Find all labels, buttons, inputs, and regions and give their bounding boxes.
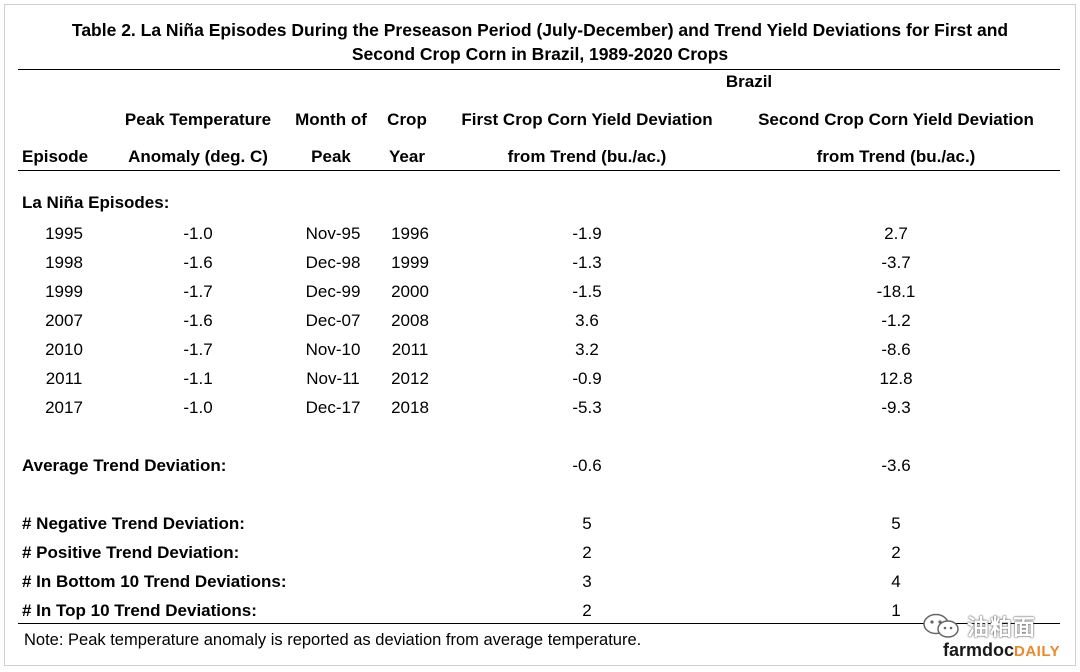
- cell-month: Dec-98: [305, 253, 361, 272]
- cell-second-deviation: -9.3: [881, 398, 911, 417]
- cell-second-deviation: -1.2: [881, 311, 911, 330]
- farmdoc-logo: farmdocDAILY: [943, 640, 1060, 661]
- summary-second: 2: [891, 543, 901, 562]
- logo-part-2: DAILY: [1014, 643, 1061, 660]
- header-second-crop-line2: from Trend (bu./ac.): [816, 147, 976, 166]
- cell-year: 2008: [391, 311, 429, 330]
- cell-episode: 2011: [45, 369, 83, 388]
- summary-second: 1: [891, 601, 901, 620]
- summary-first: 2: [582, 543, 592, 562]
- cell-anomaly: -1.6: [183, 253, 213, 272]
- header-month-line2: Peak: [311, 147, 351, 166]
- header-crop-year-line1: Crop: [387, 110, 427, 129]
- cell-year: 1999: [391, 253, 429, 272]
- cell-month: Nov-11: [306, 369, 360, 388]
- summary-label: # In Bottom 10 Trend Deviations:: [22, 572, 287, 591]
- cell-anomaly: -1.0: [183, 398, 213, 417]
- watermark: 油粕面: [921, 610, 1036, 642]
- cell-anomaly: -1.0: [183, 224, 213, 243]
- header-month-line1: Month of: [295, 110, 367, 129]
- cell-episode: 2017: [45, 398, 83, 417]
- table-title: Table 2. La Niña Episodes During the Pre…: [0, 18, 1080, 66]
- cell-first-deviation: 3.6: [575, 311, 599, 330]
- summary-label: # Negative Trend Deviation:: [22, 514, 245, 533]
- cell-first-deviation: -1.9: [572, 224, 602, 243]
- average-first: -0.6: [572, 456, 602, 475]
- cell-second-deviation: 2.7: [884, 224, 908, 243]
- header-first-crop-line1: First Crop Corn Yield Deviation: [461, 110, 713, 129]
- table-note: Note: Peak temperature anomaly is report…: [24, 631, 642, 649]
- cell-second-deviation: -18.1: [876, 282, 916, 301]
- title-line-1: Table 2. La Niña Episodes During the Pre…: [71, 20, 1009, 40]
- cell-first-deviation: -5.3: [572, 398, 602, 417]
- title-line-2: Second Crop Corn in Brazil, 1989-2020 Cr…: [351, 44, 729, 64]
- average-label: Average Trend Deviation:: [22, 456, 227, 475]
- cell-first-deviation: -1.3: [572, 253, 602, 272]
- cell-episode: 1998: [45, 253, 83, 272]
- cell-month: Nov-10: [305, 340, 361, 359]
- summary-second: 4: [891, 572, 901, 591]
- cell-episode: 2007: [45, 311, 83, 330]
- section-label: La Niña Episodes:: [22, 193, 170, 212]
- header-first-crop-line2: from Trend (bu./ac.): [507, 147, 667, 166]
- header-second-crop-line1: Second Crop Corn Yield Deviation: [758, 110, 1034, 129]
- header-peak-temp-line1: Peak Temperature: [124, 110, 272, 129]
- cell-anomaly: -1.7: [183, 340, 213, 359]
- header-episode: Episode: [22, 147, 89, 166]
- summary-second: 5: [891, 514, 901, 533]
- summary-label: # In Top 10 Trend Deviations:: [22, 601, 257, 620]
- cell-year: 2012: [391, 369, 429, 388]
- header-peak-temp-line2: Anomaly (deg. C): [128, 147, 268, 166]
- cell-first-deviation: -1.5: [572, 282, 602, 301]
- cell-month: Dec-07: [305, 311, 361, 330]
- summary-first: 5: [582, 514, 592, 533]
- logo-part-1: farmdoc: [943, 640, 1015, 660]
- cell-year: 1996: [391, 224, 429, 243]
- cell-second-deviation: -3.7: [881, 253, 911, 272]
- top-rule: [18, 69, 1060, 70]
- cell-month: Dec-99: [305, 282, 361, 301]
- cell-episode: 1995: [45, 224, 83, 243]
- cell-episode: 1999: [45, 282, 83, 301]
- header-crop-year-line2: Year: [389, 147, 425, 166]
- table-frame: [4, 4, 1076, 666]
- cell-first-deviation: -0.9: [572, 369, 602, 388]
- wechat-icon: [921, 612, 961, 640]
- cell-first-deviation: 3.2: [575, 340, 599, 359]
- watermark-text: 油粕面: [967, 615, 1037, 640]
- cell-episode: 2010: [45, 340, 83, 359]
- summary-first: 2: [582, 601, 592, 620]
- average-second: -3.6: [881, 456, 911, 475]
- header-rule: [18, 170, 1060, 171]
- cell-second-deviation: 12.8: [879, 369, 913, 388]
- cell-second-deviation: -8.6: [881, 340, 911, 359]
- bottom-rule: [18, 623, 1060, 624]
- cell-year: 2011: [391, 340, 429, 359]
- summary-label: # Positive Trend Deviation:: [22, 543, 240, 562]
- cell-anomaly: -1.6: [183, 311, 213, 330]
- cell-anomaly: -1.1: [183, 369, 213, 388]
- header-group-brazil: Brazil: [725, 72, 773, 91]
- cell-month: Dec-17: [305, 398, 361, 417]
- cell-month: Nov-95: [305, 224, 361, 243]
- summary-first: 3: [582, 572, 592, 591]
- cell-year: 2018: [391, 398, 429, 417]
- cell-year: 2000: [391, 282, 429, 301]
- cell-anomaly: -1.7: [183, 282, 213, 301]
